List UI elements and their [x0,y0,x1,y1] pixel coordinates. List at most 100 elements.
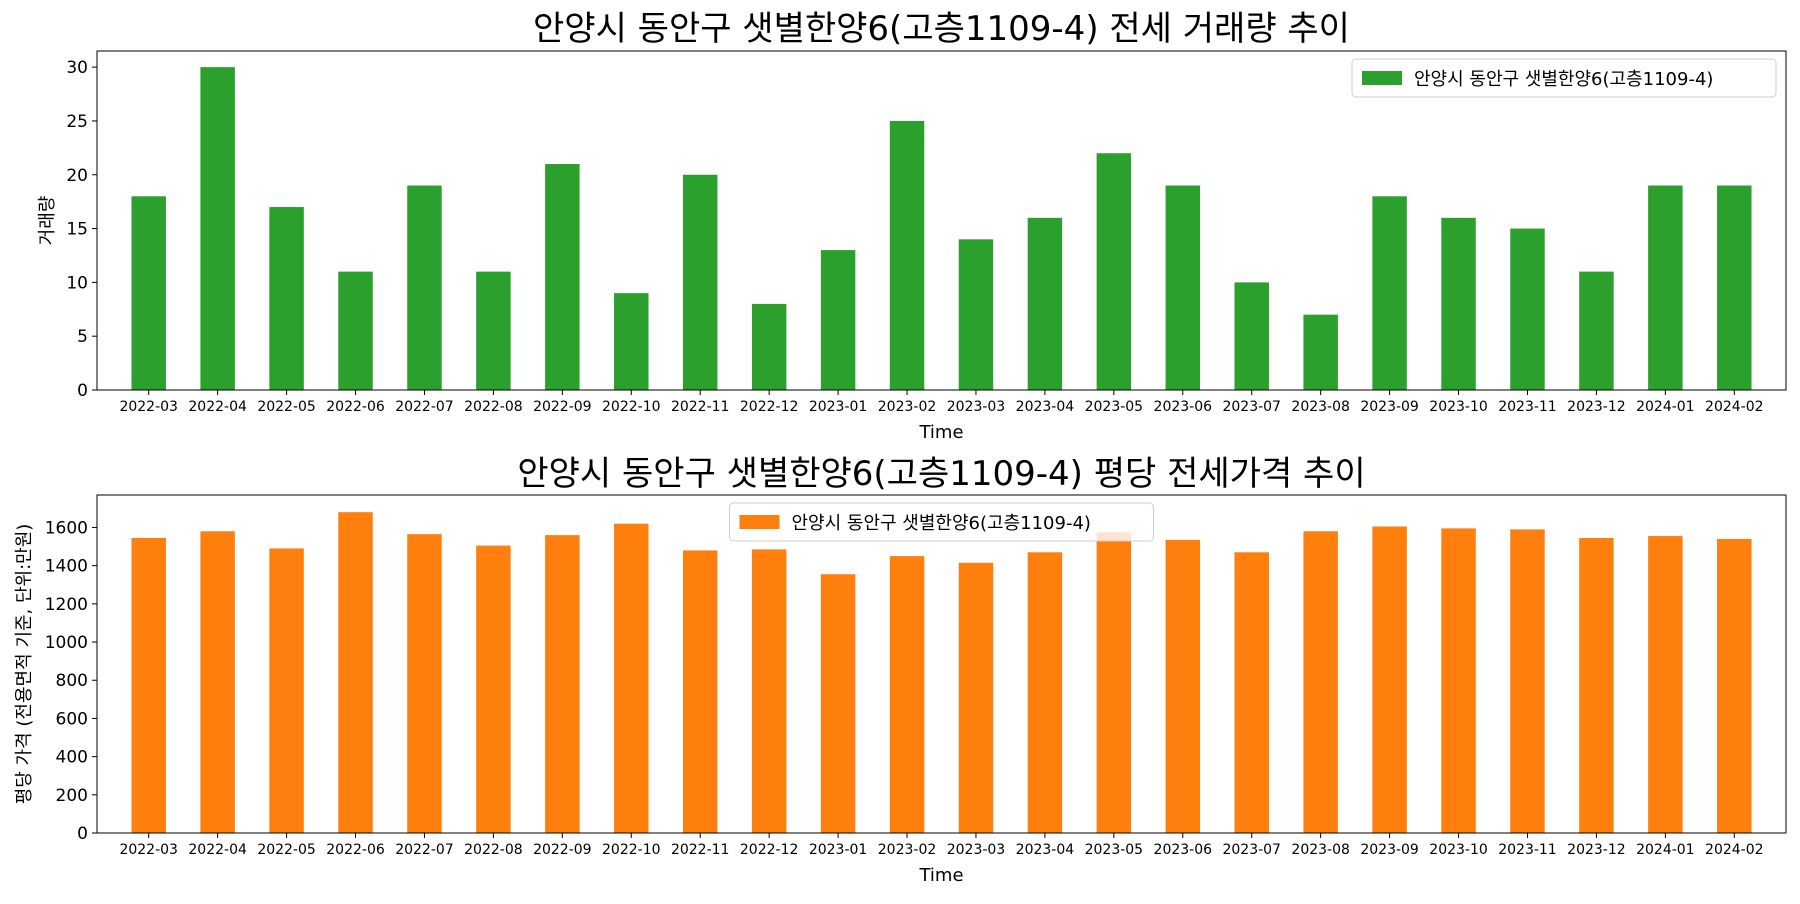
x-tick-label: 2022-11 [671,399,730,415]
bar [476,545,511,833]
y-axis-label: 평당 가격 (전용면적 기준, 단위:만원) [14,524,35,805]
x-tick-label: 2024-02 [1705,399,1764,415]
x-tick-label: 2024-01 [1636,399,1695,415]
bar [338,271,373,390]
legend-label: 안양시 동안구 샛별한양6(고층1109-4) [792,513,1091,534]
bar [820,250,856,390]
bar [1648,536,1683,833]
y-tick-label: 30 [66,58,88,78]
y-tick-label: 0 [77,381,88,401]
bar [1027,552,1063,833]
x-tick-label: 2022-09 [533,842,592,858]
x-tick-label: 2023-04 [1016,842,1075,858]
x-tick-label: 2023-01 [809,399,868,415]
x-tick-label: 2024-01 [1636,842,1695,858]
y-tick-label: 1600 [45,518,88,538]
bar [751,549,787,833]
x-tick-label: 2022-03 [119,842,178,858]
bar [1096,532,1132,833]
x-tick-label: 2023-01 [809,842,868,858]
x-tick-label: 2023-10 [1429,842,1488,858]
x-tick-label: 2023-05 [1085,842,1144,858]
bar [545,164,580,390]
x-tick-label: 2023-02 [878,399,937,415]
chart-title: 안양시 동안구 샛별한양6(고층1109-4) 전세 거래량 추이 [533,9,1350,49]
bar [614,523,649,833]
x-tick-label: 2022-08 [464,399,523,415]
bar [200,531,235,833]
bar [1441,528,1476,833]
x-tick-label: 2022-12 [740,399,799,415]
bar [476,271,511,390]
legend: 안양시 동안구 샛별한양6(고층1109-4) [729,502,1154,542]
bar [545,535,580,833]
bar [1441,217,1476,390]
x-tick-label: 2023-10 [1429,399,1488,415]
y-tick-label: 600 [56,709,88,729]
x-tick-label: 2022-04 [188,399,247,415]
bar [1717,538,1752,833]
y-tick-label: 200 [56,786,88,806]
legend-swatch [739,515,780,529]
x-tick-label: 2023-11 [1498,399,1557,415]
x-tick-label: 2022-11 [671,842,730,858]
x-axis-label: Time [918,422,963,443]
bar [1717,185,1752,390]
x-tick-label: 2023-06 [1154,399,1213,415]
y-axis-label: 거래량 [37,196,58,246]
x-tick-label: 2022-05 [257,842,316,858]
x-tick-label: 2022-07 [395,399,454,415]
x-tick-label: 2022-03 [119,399,178,415]
bar [1234,552,1269,833]
volume-chart: 안양시 동안구 샛별한양6(고층1109-4) 전세 거래량 추이 0 5 10 15 2… [37,9,1787,443]
x-tick-label: 2023-02 [878,842,937,858]
x-tick-label: 2022-12 [740,842,799,858]
bar [1303,314,1338,390]
plot-frame [96,494,1787,834]
bar [269,207,304,390]
x-tick-label: 2023-12 [1567,842,1626,858]
y-tick-label: 1200 [45,595,88,615]
bar [1165,185,1201,390]
bar [682,174,718,390]
x-tick-label: 2023-11 [1498,842,1557,858]
x-tick-label: 2022-10 [602,842,661,858]
bar [1579,537,1614,833]
y-tick-label: 5 [77,327,88,347]
x-tick-label: 2022-05 [257,399,316,415]
bar [682,550,718,833]
x-tick-label: 2023-09 [1360,842,1419,858]
x-tick-label: 2023-08 [1291,842,1350,858]
x-tick-label: 2023-12 [1567,399,1626,415]
x-tick-label: 2022-06 [326,399,385,415]
x-tick-label: 2022-04 [188,842,247,858]
x-tick-label: 2022-10 [602,399,661,415]
y-tick-label: 10 [66,273,88,293]
bar [131,537,166,833]
y-tick-label: 400 [56,748,88,768]
bar [820,574,856,833]
bar [200,67,235,391]
x-tick-label: 2023-08 [1291,399,1350,415]
bar [407,534,442,833]
bar [958,239,994,390]
x-tick-label: 2022-06 [326,842,385,858]
bar [1165,539,1201,833]
bar [1510,529,1545,833]
x-tick-label: 2022-07 [395,842,454,858]
bar [889,120,925,390]
bar [131,196,166,390]
y-tick-label: 20 [66,166,88,186]
legend-swatch [1362,71,1402,85]
y-tick-label: 1400 [45,557,88,577]
y-tick-label: 0 [77,824,88,844]
bar [1303,531,1338,833]
bar [751,303,787,390]
bar [269,548,304,833]
x-tick-label: 2023-07 [1222,399,1281,415]
legend: 안양시 동안구 샛별한양6(고층1109-4) [1351,58,1777,98]
x-tick-label: 2023-03 [947,399,1006,415]
x-tick-label: 2023-09 [1360,399,1419,415]
x-axis-label: Time [918,865,963,886]
